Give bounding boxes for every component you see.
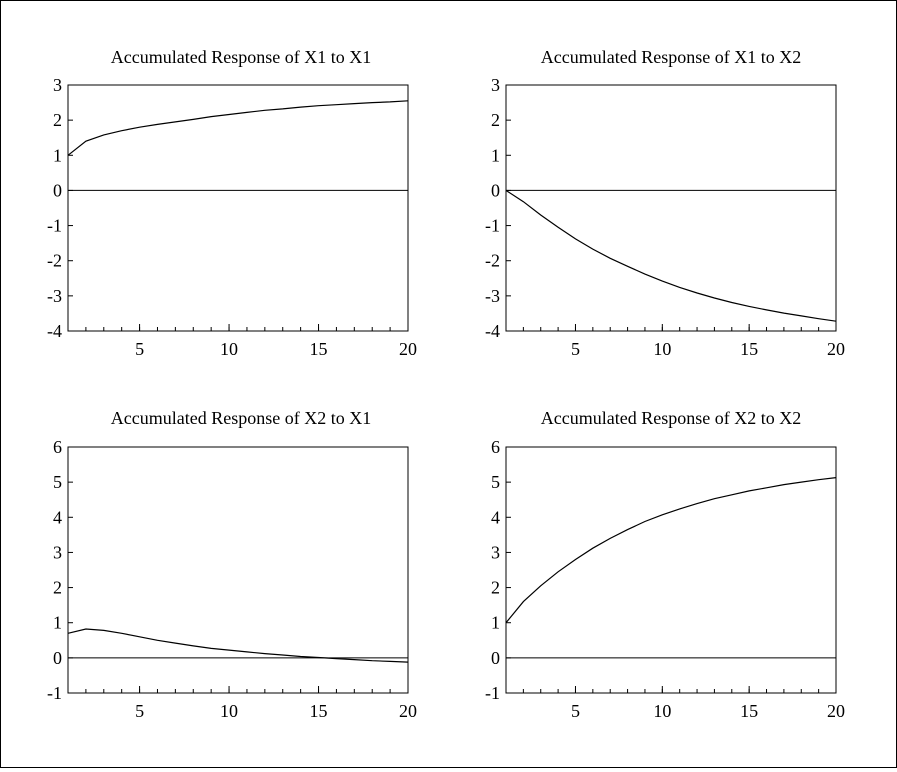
chart-title: Accumulated Response of X2 to X1 [111, 408, 371, 428]
y-tick-label: -4 [47, 321, 62, 341]
x-tick-label: 10 [220, 701, 238, 721]
plot-area [505, 446, 837, 694]
y-tick-label: 0 [53, 648, 62, 668]
x-tick-label: 15 [310, 339, 328, 359]
y-tick-label: 4 [491, 507, 500, 527]
y-tick-label: 1 [53, 613, 62, 633]
x-tick-label: 20 [399, 339, 417, 359]
x-tick-label: 5 [571, 701, 580, 721]
plot-area [67, 446, 409, 694]
chart-panel-1: Accumulated Response of X1 to X13210-1-2… [47, 47, 417, 359]
y-tick-label: -3 [47, 286, 62, 306]
y-tick-label: 1 [491, 613, 500, 633]
y-tick-label: 5 [53, 472, 62, 492]
y-tick-label: 0 [53, 180, 62, 200]
y-tick-label: 2 [491, 110, 500, 130]
y-tick-label: 1 [491, 145, 500, 165]
chart-title: Accumulated Response of X1 to X1 [111, 47, 371, 67]
y-tick-label: -1 [47, 216, 62, 236]
response-line [505, 189, 837, 322]
y-tick-label: 4 [53, 507, 62, 527]
response-line [67, 100, 409, 156]
y-tick-label: -1 [485, 216, 500, 236]
chart-title: Accumulated Response of X2 to X2 [541, 408, 801, 428]
x-tick-label: 15 [740, 339, 758, 359]
y-tick-label: 3 [53, 75, 62, 95]
x-tick-label: 20 [399, 701, 417, 721]
x-tick-label: 15 [310, 701, 328, 721]
x-tick-label: 5 [135, 701, 144, 721]
y-tick-label: 2 [53, 110, 62, 130]
plot-area [505, 84, 837, 332]
y-tick-label: 0 [491, 648, 500, 668]
y-tick-label: -1 [47, 683, 62, 703]
y-tick-label: 3 [491, 75, 500, 95]
response-line [67, 628, 409, 663]
y-tick-label: 6 [53, 437, 62, 457]
plot-area [67, 84, 409, 332]
x-tick-label: 5 [571, 339, 580, 359]
y-tick-label: 3 [53, 542, 62, 562]
chart-panel-3: Accumulated Response of X2 to X16543210-… [47, 408, 417, 721]
chart-panel-4: Accumulated Response of X2 to X26543210-… [485, 408, 845, 721]
y-tick-label: 0 [491, 180, 500, 200]
chart-title: Accumulated Response of X1 to X2 [541, 47, 801, 67]
x-tick-label: 20 [827, 339, 845, 359]
x-tick-label: 5 [135, 339, 144, 359]
y-tick-label: -2 [485, 251, 500, 271]
x-tick-label: 10 [220, 339, 238, 359]
y-tick-label: -1 [485, 683, 500, 703]
y-tick-label: -4 [485, 321, 500, 341]
y-tick-label: 3 [491, 542, 500, 562]
y-tick-label: -2 [47, 251, 62, 271]
response-line [505, 477, 837, 624]
x-tick-label: 20 [827, 701, 845, 721]
y-tick-label: 2 [53, 578, 62, 598]
chart-panel-2: Accumulated Response of X1 to X23210-1-2… [485, 47, 845, 359]
y-tick-label: 5 [491, 472, 500, 492]
x-tick-label: 10 [653, 339, 671, 359]
y-tick-label: 6 [491, 437, 500, 457]
x-tick-label: 10 [653, 701, 671, 721]
x-tick-label: 15 [740, 701, 758, 721]
y-tick-label: -3 [485, 286, 500, 306]
y-tick-label: 1 [53, 145, 62, 165]
y-tick-label: 2 [491, 578, 500, 598]
